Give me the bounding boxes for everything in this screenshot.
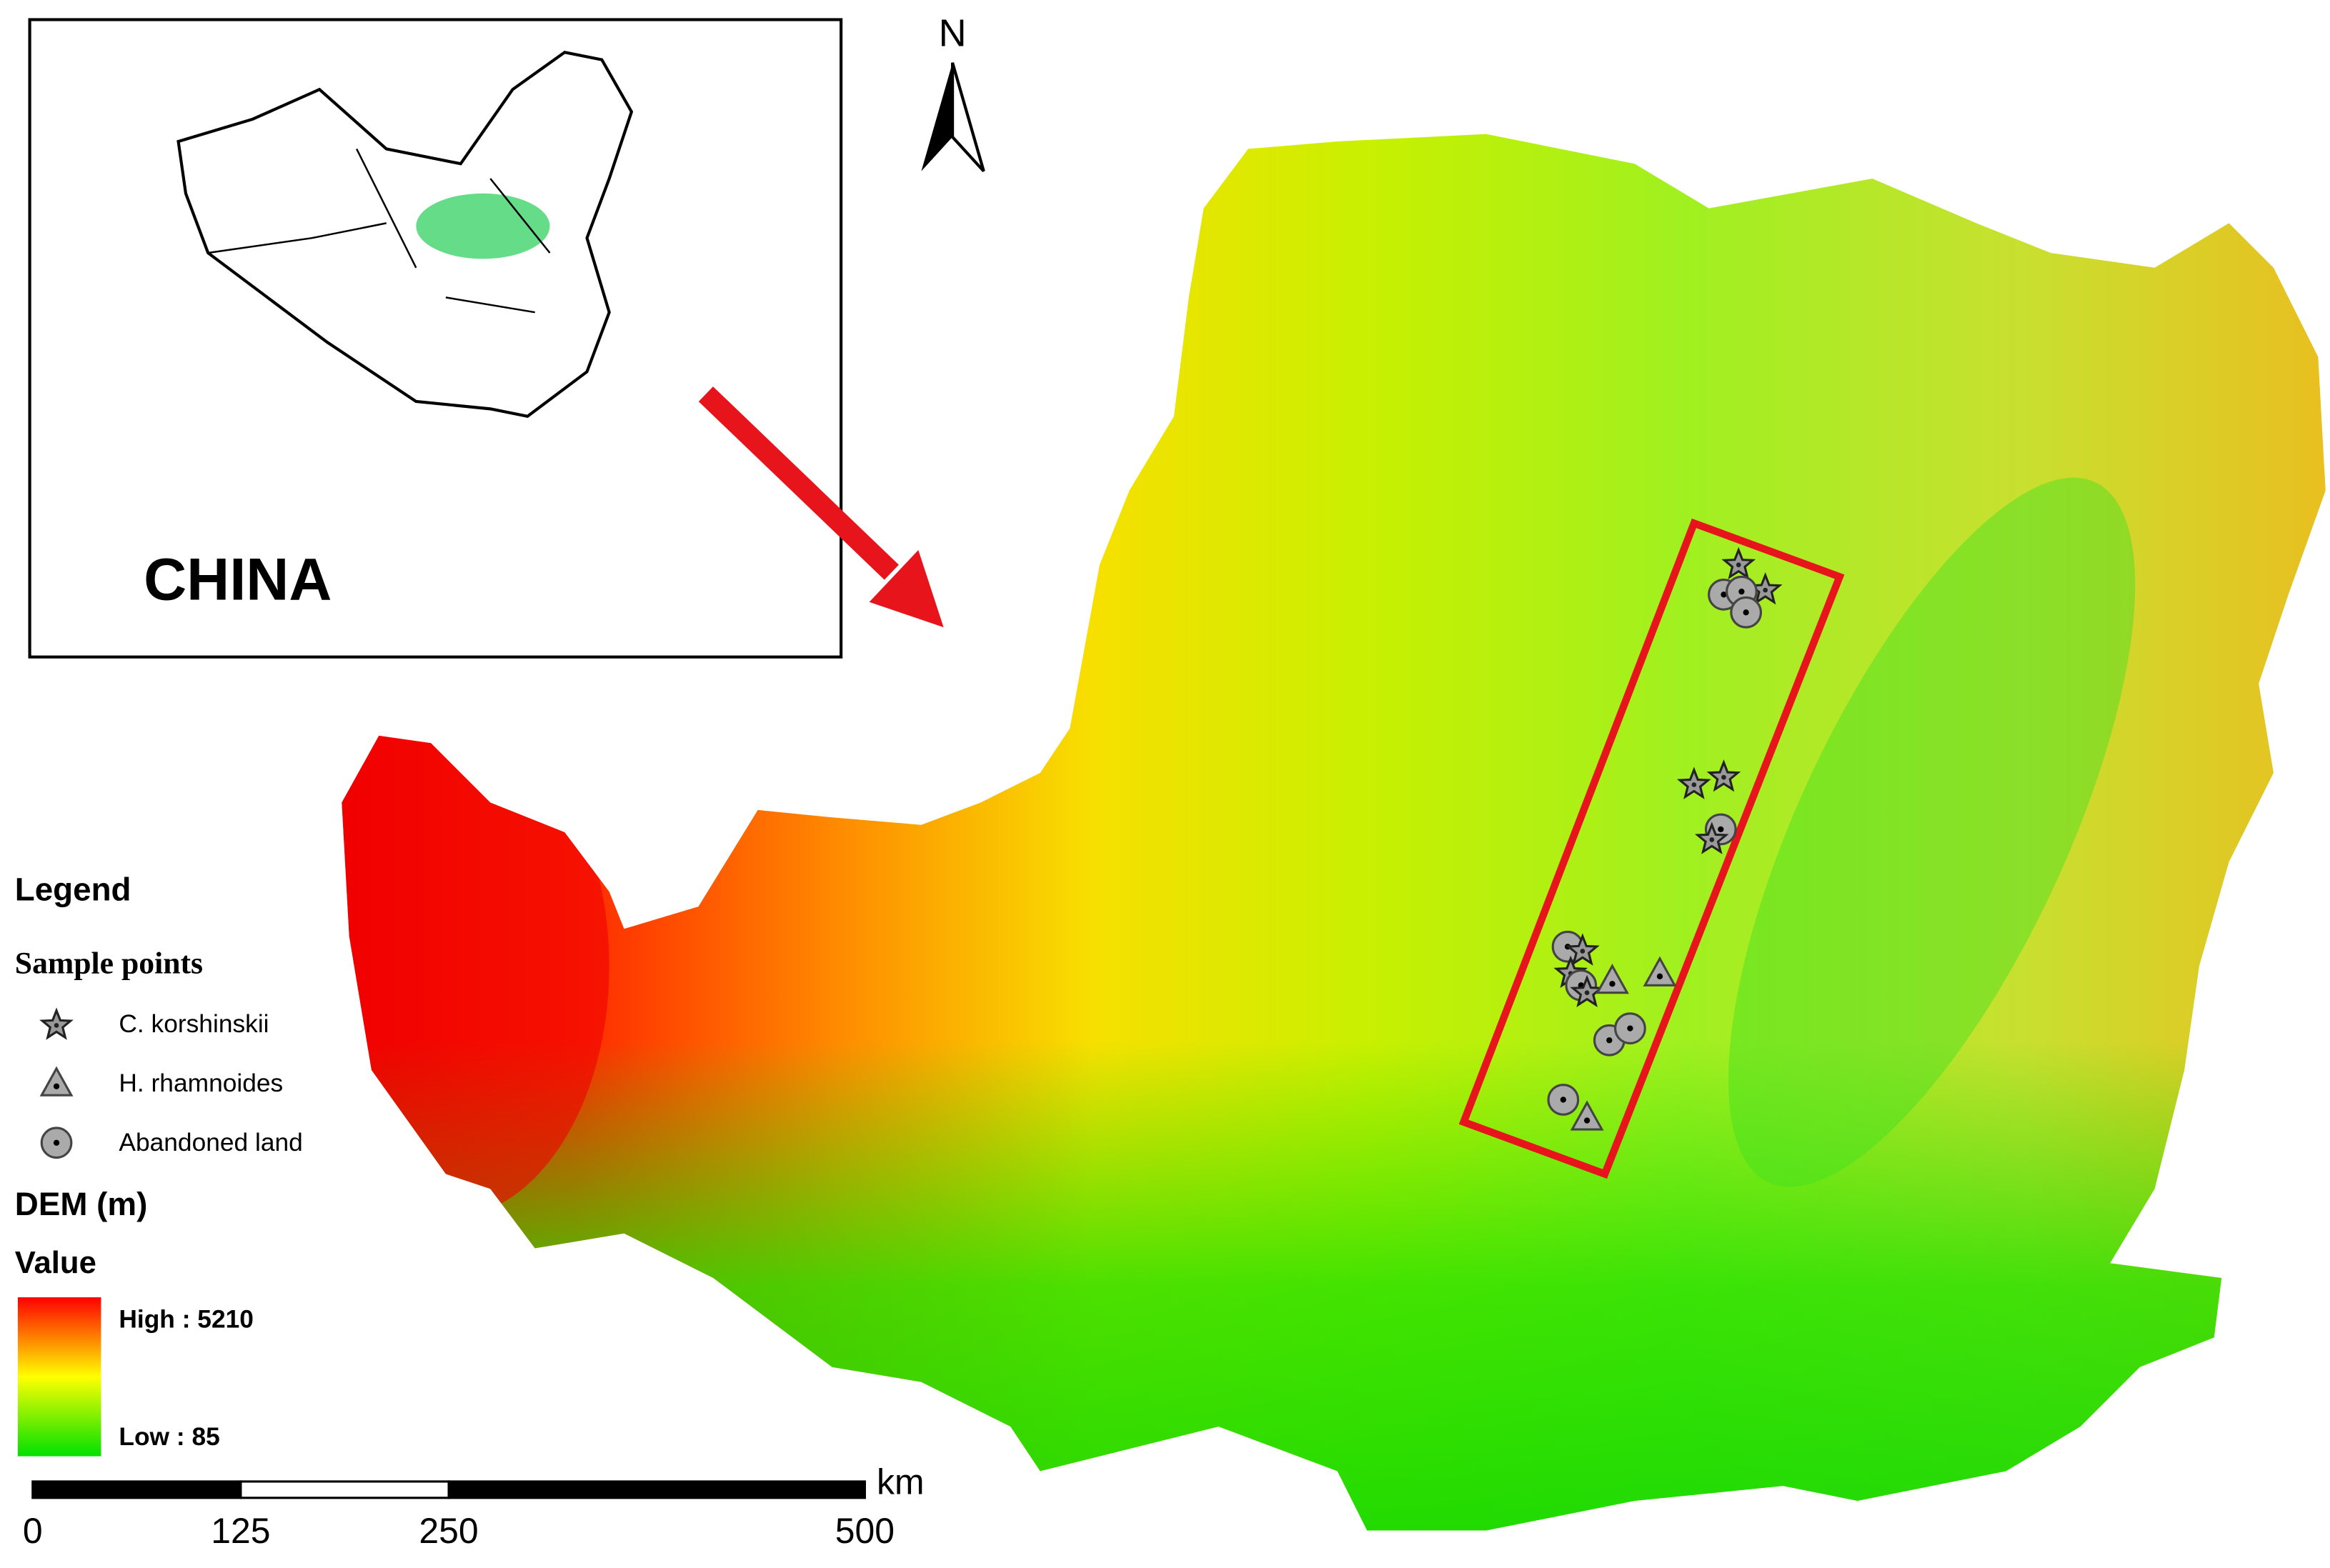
scale-tick-label: 500: [835, 1511, 895, 1551]
scale-segment: [447, 1480, 866, 1499]
value-title: Value: [15, 1245, 96, 1280]
legend-item: Abandoned land: [119, 1129, 302, 1157]
low-label: Low : 85: [119, 1423, 219, 1451]
legend-group-title: Sample points: [15, 946, 203, 980]
scale-tick-label: 250: [419, 1511, 478, 1551]
color-ramp: [17, 1297, 101, 1457]
scale-tick-label: 0: [23, 1511, 43, 1551]
scale-unit: km: [877, 1462, 925, 1502]
north-label: N: [939, 12, 967, 55]
arrow: [698, 386, 944, 628]
north-arrow: N: [921, 12, 985, 173]
legend-item: H. rhamnoides: [119, 1069, 283, 1097]
legend-title: Legend: [15, 871, 131, 907]
inset-label: CHINA: [144, 546, 332, 613]
high-label: High : 5210: [119, 1306, 254, 1334]
scale-segment: [239, 1480, 450, 1499]
scale-tick-label: 125: [211, 1511, 270, 1551]
dem-title: DEM (m): [15, 1186, 148, 1222]
study-area: [1458, 518, 1845, 1179]
legend-item: C. korshinskii: [119, 1010, 269, 1038]
legend: Legend Sample points C. korshinskii H. r…: [15, 871, 303, 1457]
scale-segment: [31, 1480, 242, 1499]
scale-bar: km 0 125 250 500: [23, 1462, 925, 1551]
inset-map: CHINA: [28, 18, 843, 659]
